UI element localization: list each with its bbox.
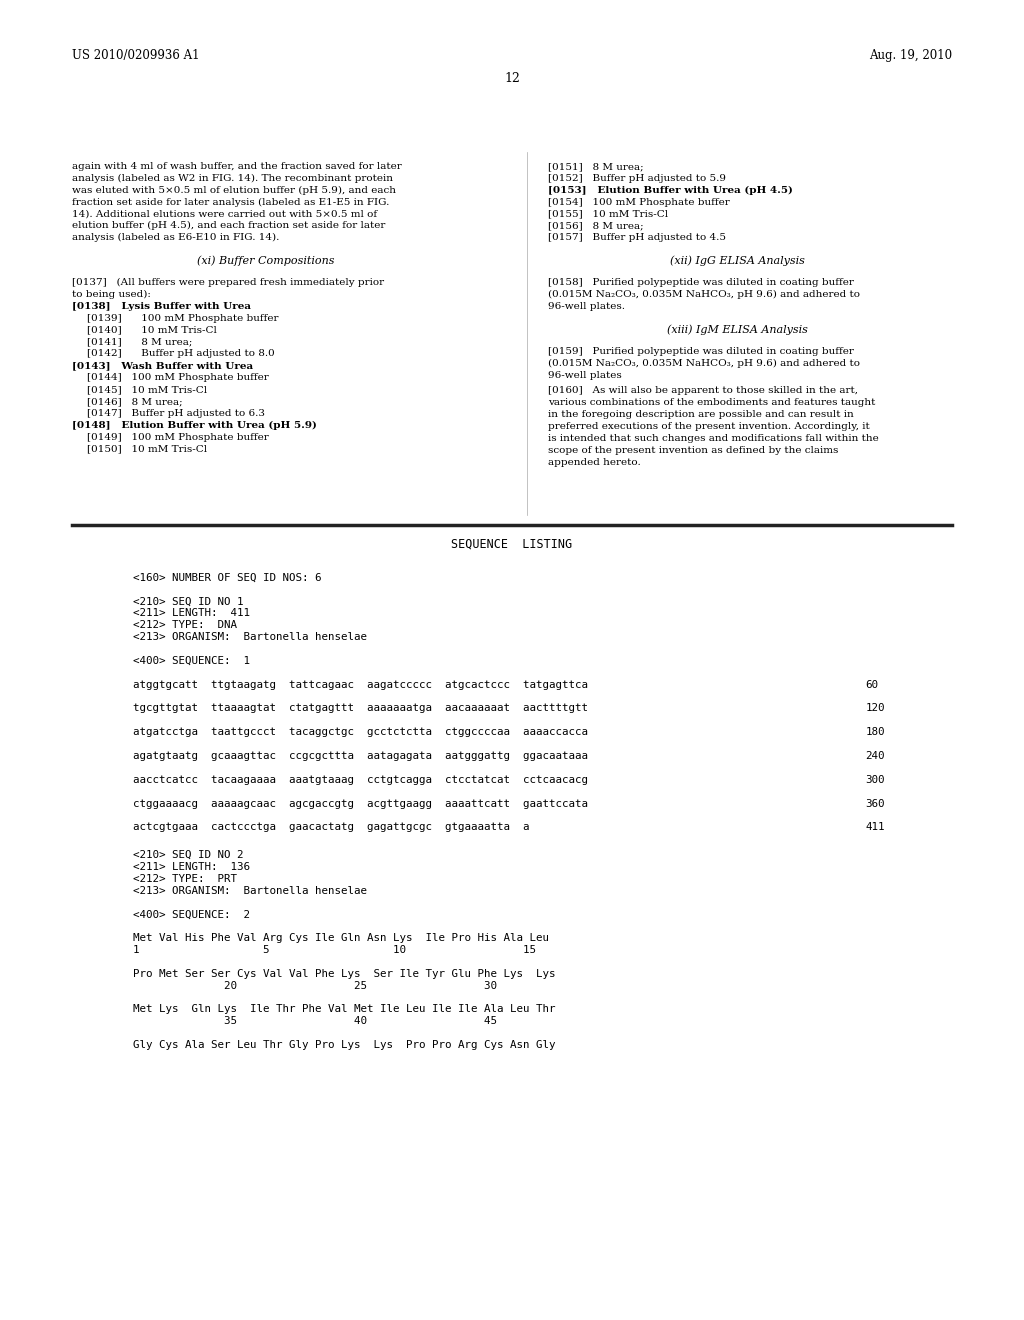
Text: Gly Cys Ala Ser Leu Thr Gly Pro Lys  Lys  Pro Pro Arg Cys Asn Gly: Gly Cys Ala Ser Leu Thr Gly Pro Lys Lys … bbox=[133, 1040, 556, 1051]
Text: 35                  40                  45: 35 40 45 bbox=[133, 1016, 497, 1027]
Text: Pro Met Ser Ser Cys Val Val Phe Lys  Ser Ile Tyr Glu Phe Lys  Lys: Pro Met Ser Ser Cys Val Val Phe Lys Ser … bbox=[133, 969, 556, 979]
Text: 411: 411 bbox=[865, 822, 885, 833]
Text: 180: 180 bbox=[865, 727, 885, 738]
Text: 360: 360 bbox=[865, 799, 885, 809]
Text: [0150]   10 mM Tris-Cl: [0150] 10 mM Tris-Cl bbox=[87, 445, 207, 454]
Text: 20                  25                  30: 20 25 30 bbox=[133, 981, 497, 991]
Text: [0137]   (All buffers were prepared fresh immediately prior: [0137] (All buffers were prepared fresh … bbox=[72, 279, 384, 288]
Text: 12: 12 bbox=[504, 71, 520, 84]
Text: 96-well plates.: 96-well plates. bbox=[548, 302, 625, 312]
Text: to being used):: to being used): bbox=[72, 290, 151, 300]
Text: [0158]   Purified polypeptide was diluted in coating buffer: [0158] Purified polypeptide was diluted … bbox=[548, 279, 854, 288]
Text: various combinations of the embodiments and features taught: various combinations of the embodiments … bbox=[548, 399, 876, 408]
Text: 1                   5                   10                  15: 1 5 10 15 bbox=[133, 945, 537, 956]
Text: was eluted with 5×0.5 ml of elution buffer (pH 5.9), and each: was eluted with 5×0.5 ml of elution buff… bbox=[72, 186, 395, 195]
Text: <213> ORGANISM:  Bartonella henselae: <213> ORGANISM: Bartonella henselae bbox=[133, 886, 368, 896]
Text: analysis (labeled as E6-E10 in FIG. 14).: analysis (labeled as E6-E10 in FIG. 14). bbox=[72, 234, 280, 243]
Text: 240: 240 bbox=[865, 751, 885, 762]
Text: [0149]   100 mM Phosphate buffer: [0149] 100 mM Phosphate buffer bbox=[87, 433, 268, 442]
Text: <212> TYPE:  PRT: <212> TYPE: PRT bbox=[133, 874, 238, 884]
Text: [0143]   Wash Buffer with Urea: [0143] Wash Buffer with Urea bbox=[72, 362, 253, 371]
Text: <210> SEQ ID NO 2: <210> SEQ ID NO 2 bbox=[133, 850, 244, 861]
Text: SEQUENCE  LISTING: SEQUENCE LISTING bbox=[452, 537, 572, 550]
Text: [0140]      10 mM Tris-Cl: [0140] 10 mM Tris-Cl bbox=[87, 326, 217, 335]
Text: (0.015M Na₂CO₃, 0.035M NaHCO₃, pH 9.6) and adhered to: (0.015M Na₂CO₃, 0.035M NaHCO₃, pH 9.6) a… bbox=[548, 290, 860, 300]
Text: [0148]   Elution Buffer with Urea (pH 5.9): [0148] Elution Buffer with Urea (pH 5.9) bbox=[72, 421, 316, 430]
Text: elution buffer (pH 4.5), and each fraction set aside for later: elution buffer (pH 4.5), and each fracti… bbox=[72, 222, 385, 231]
Text: atggtgcatt  ttgtaagatg  tattcagaac  aagatccccc  atgcactccc  tatgagttca: atggtgcatt ttgtaagatg tattcagaac aagatcc… bbox=[133, 680, 588, 690]
Text: [0139]      100 mM Phosphate buffer: [0139] 100 mM Phosphate buffer bbox=[87, 314, 279, 323]
Text: [0157]   Buffer pH adjusted to 4.5: [0157] Buffer pH adjusted to 4.5 bbox=[548, 234, 726, 243]
Text: again with 4 ml of wash buffer, and the fraction saved for later: again with 4 ml of wash buffer, and the … bbox=[72, 162, 401, 172]
Text: [0154]   100 mM Phosphate buffer: [0154] 100 mM Phosphate buffer bbox=[548, 198, 729, 207]
Text: Met Lys  Gln Lys  Ile Thr Phe Val Met Ile Leu Ile Ile Ala Leu Thr: Met Lys Gln Lys Ile Thr Phe Val Met Ile … bbox=[133, 1005, 556, 1015]
Text: appended hereto.: appended hereto. bbox=[548, 458, 641, 467]
Text: (xi) Buffer Compositions: (xi) Buffer Compositions bbox=[198, 256, 335, 267]
Text: 14). Additional elutions were carried out with 5×0.5 ml of: 14). Additional elutions were carried ou… bbox=[72, 210, 377, 219]
Text: (0.015M Na₂CO₃, 0.035M NaHCO₃, pH 9.6) and adhered to: (0.015M Na₂CO₃, 0.035M NaHCO₃, pH 9.6) a… bbox=[548, 359, 860, 368]
Text: tgcgttgtat  ttaaaagtat  ctatgagttt  aaaaaaatga  aacaaaaaat  aacttttgtt: tgcgttgtat ttaaaagtat ctatgagttt aaaaaaa… bbox=[133, 704, 588, 714]
Text: (xiii) IgM ELISA Analysis: (xiii) IgM ELISA Analysis bbox=[667, 325, 808, 335]
Text: in the foregoing description are possible and can result in: in the foregoing description are possibl… bbox=[548, 411, 854, 420]
Text: 120: 120 bbox=[865, 704, 885, 714]
Text: 96-well plates: 96-well plates bbox=[548, 371, 622, 380]
Text: [0142]      Buffer pH adjusted to 8.0: [0142] Buffer pH adjusted to 8.0 bbox=[87, 350, 274, 359]
Text: actcgtgaaa  cactccctga  gaacactatg  gagattgcgc  gtgaaaatta  a: actcgtgaaa cactccctga gaacactatg gagattg… bbox=[133, 822, 529, 833]
Text: fraction set aside for later analysis (labeled as E1-E5 in FIG.: fraction set aside for later analysis (l… bbox=[72, 198, 389, 207]
Text: <160> NUMBER OF SEQ ID NOS: 6: <160> NUMBER OF SEQ ID NOS: 6 bbox=[133, 573, 322, 583]
Text: [0151]   8 M urea;: [0151] 8 M urea; bbox=[548, 162, 643, 172]
Text: <212> TYPE:  DNA: <212> TYPE: DNA bbox=[133, 620, 238, 631]
Text: Aug. 19, 2010: Aug. 19, 2010 bbox=[869, 49, 952, 62]
Text: agatgtaatg  gcaaagttac  ccgcgcttta  aatagagata  aatgggattg  ggacaataaa: agatgtaatg gcaaagttac ccgcgcttta aatagag… bbox=[133, 751, 588, 762]
Text: [0145]   10 mM Tris-Cl: [0145] 10 mM Tris-Cl bbox=[87, 385, 207, 395]
Text: <210> SEQ ID NO 1: <210> SEQ ID NO 1 bbox=[133, 597, 244, 607]
Text: 60: 60 bbox=[865, 680, 879, 690]
Text: [0144]   100 mM Phosphate buffer: [0144] 100 mM Phosphate buffer bbox=[87, 374, 268, 383]
Text: scope of the present invention as defined by the claims: scope of the present invention as define… bbox=[548, 446, 839, 455]
Text: 300: 300 bbox=[865, 775, 885, 785]
Text: Met Val His Phe Val Arg Cys Ile Gln Asn Lys  Ile Pro His Ala Leu: Met Val His Phe Val Arg Cys Ile Gln Asn … bbox=[133, 933, 549, 944]
Text: aacctcatcc  tacaagaaaa  aaatgtaaag  cctgtcagga  ctcctatcat  cctcaacacg: aacctcatcc tacaagaaaa aaatgtaaag cctgtca… bbox=[133, 775, 588, 785]
Text: is intended that such changes and modifications fall within the: is intended that such changes and modifi… bbox=[548, 434, 879, 444]
Text: <211> LENGTH:  136: <211> LENGTH: 136 bbox=[133, 862, 250, 873]
Text: [0153]   Elution Buffer with Urea (pH 4.5): [0153] Elution Buffer with Urea (pH 4.5) bbox=[548, 186, 793, 195]
Text: US 2010/0209936 A1: US 2010/0209936 A1 bbox=[72, 49, 200, 62]
Text: [0146]   8 M urea;: [0146] 8 M urea; bbox=[87, 397, 182, 407]
Text: [0141]      8 M urea;: [0141] 8 M urea; bbox=[87, 338, 193, 347]
Text: <213> ORGANISM:  Bartonella henselae: <213> ORGANISM: Bartonella henselae bbox=[133, 632, 368, 643]
Text: [0138]   Lysis Buffer with Urea: [0138] Lysis Buffer with Urea bbox=[72, 302, 251, 312]
Text: [0147]   Buffer pH adjusted to 6.3: [0147] Buffer pH adjusted to 6.3 bbox=[87, 409, 265, 418]
Text: <211> LENGTH:  411: <211> LENGTH: 411 bbox=[133, 609, 250, 619]
Text: [0160]   As will also be apparent to those skilled in the art,: [0160] As will also be apparent to those… bbox=[548, 387, 858, 396]
Text: atgatcctga  taattgccct  tacaggctgc  gcctctctta  ctggccccaa  aaaaccacca: atgatcctga taattgccct tacaggctgc gcctctc… bbox=[133, 727, 588, 738]
Text: preferred executions of the present invention. Accordingly, it: preferred executions of the present inve… bbox=[548, 422, 869, 432]
Text: [0152]   Buffer pH adjusted to 5.9: [0152] Buffer pH adjusted to 5.9 bbox=[548, 174, 726, 183]
Text: (xii) IgG ELISA Analysis: (xii) IgG ELISA Analysis bbox=[670, 256, 805, 267]
Text: <400> SEQUENCE:  2: <400> SEQUENCE: 2 bbox=[133, 909, 250, 920]
Text: <400> SEQUENCE:  1: <400> SEQUENCE: 1 bbox=[133, 656, 250, 667]
Text: [0156]   8 M urea;: [0156] 8 M urea; bbox=[548, 222, 643, 231]
Text: analysis (labeled as W2 in FIG. 14). The recombinant protein: analysis (labeled as W2 in FIG. 14). The… bbox=[72, 174, 392, 183]
Text: [0155]   10 mM Tris-Cl: [0155] 10 mM Tris-Cl bbox=[548, 210, 668, 219]
Text: ctggaaaacg  aaaaagcaac  agcgaccgtg  acgttgaagg  aaaattcatt  gaattccata: ctggaaaacg aaaaagcaac agcgaccgtg acgttga… bbox=[133, 799, 588, 809]
Text: [0159]   Purified polypeptide was diluted in coating buffer: [0159] Purified polypeptide was diluted … bbox=[548, 347, 854, 356]
